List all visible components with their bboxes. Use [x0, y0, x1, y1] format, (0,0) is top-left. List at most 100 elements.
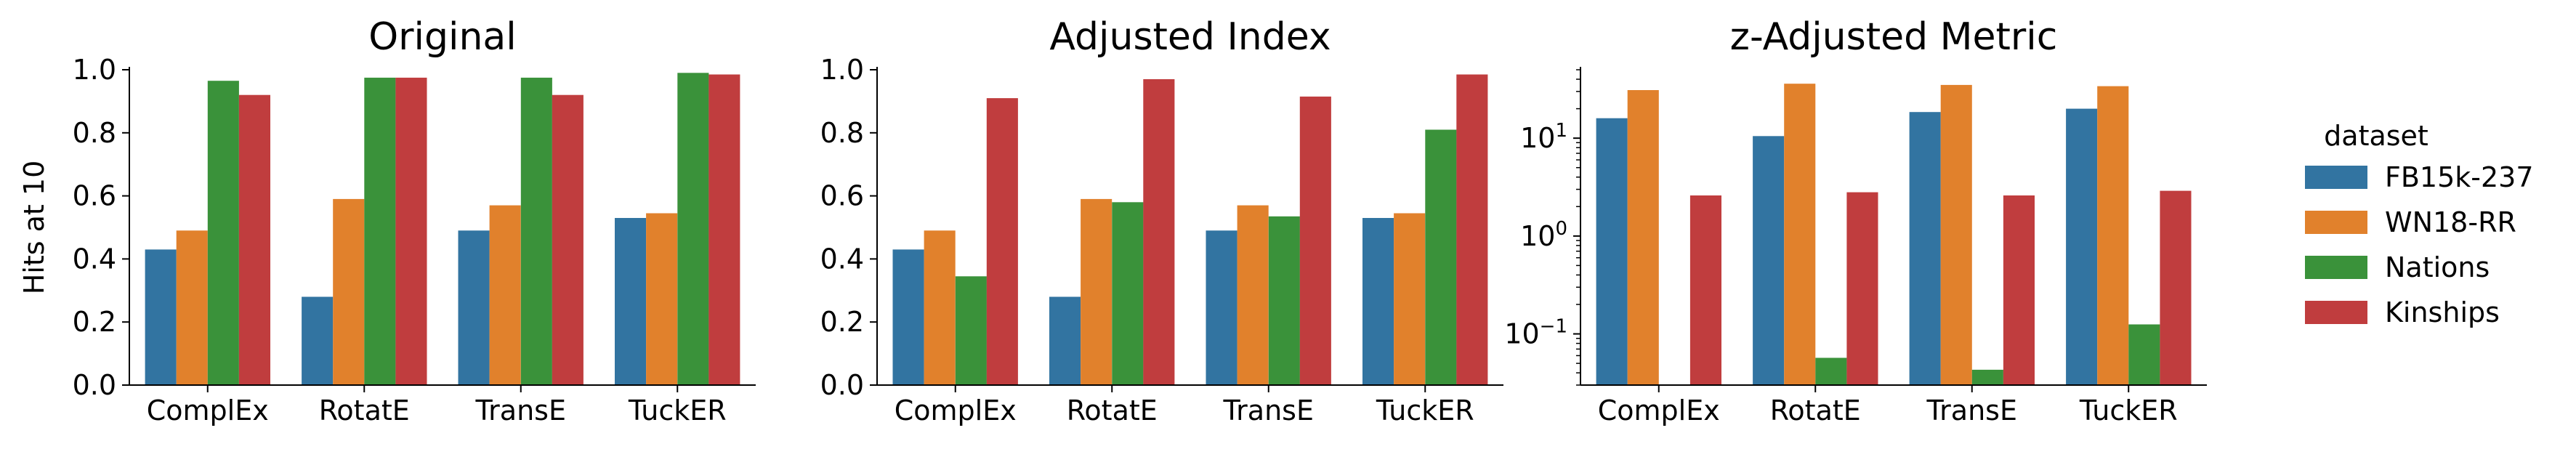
- bar-fb15k-237-rotate: [302, 296, 334, 385]
- bar-fb15k-237-complex: [1596, 118, 1628, 385]
- bar-nations-transe: [1971, 369, 2003, 385]
- y-axis: 0.0 0.2 0.4 0.6 0.8 1.0: [73, 54, 129, 401]
- bar-kinships-tucker: [708, 74, 740, 385]
- bar-wn18-rr-complex: [924, 230, 956, 385]
- y-tick-label: 0.4: [820, 243, 864, 275]
- x-tick-label-rotate: RotatE: [319, 395, 410, 426]
- y-tick-label: 10−1: [1504, 316, 1567, 350]
- bar-kinships-tucker: [2160, 190, 2192, 385]
- bar-wn18-rr-transe: [1237, 205, 1269, 385]
- y-tick-label: 0.2: [820, 306, 864, 338]
- bar-wn18-rr-transe: [1940, 84, 1972, 386]
- bar-fb15k-237-tucker: [615, 218, 647, 385]
- bar-fb15k-237-tucker: [1362, 218, 1394, 385]
- bar-fb15k-237-complex: [892, 249, 924, 385]
- bar-kinships-transe: [1299, 96, 1331, 385]
- y-tick-label: 100: [1520, 218, 1567, 252]
- y-tick-label: 101: [1520, 120, 1567, 154]
- legend-item-wn18-rr: WN18-RR: [2305, 206, 2516, 238]
- bar-nations-complex: [955, 276, 987, 385]
- bar-wn18-rr-complex: [1627, 90, 1659, 385]
- y-tick-label: 0.4: [73, 243, 116, 275]
- y-axis-label: Hits at 10: [18, 161, 50, 295]
- legend: dataset FB15k-237 WN18-RR Nations Kinships: [2305, 120, 2534, 328]
- y-tick-label: 0.8: [73, 117, 116, 149]
- bar-kinships-transe: [2003, 195, 2035, 385]
- y-tick-label: 0.2: [73, 306, 116, 338]
- chart-title: z-Adjusted Metric: [1730, 15, 2058, 59]
- legend-entries: FB15k-237 WN18-RR Nations Kinships: [2305, 161, 2534, 328]
- bar-kinships-tucker: [1456, 74, 1488, 385]
- bar-nations-rotate: [1815, 357, 1847, 385]
- bar-fb15k-237-rotate: [1049, 296, 1081, 385]
- bar-nations-transe: [1268, 216, 1300, 385]
- bar-wn18-rr-complex: [176, 230, 208, 385]
- legend-label: FB15k-237: [2385, 161, 2534, 193]
- x-tick-label-tucker: TuckER: [1376, 395, 1474, 426]
- bar-wn18-rr-tucker: [2097, 86, 2129, 385]
- panel-z-adjusted-metric: 10−1 100 101 ComplEx RotatE TransE TuckER z-Adj…: [1504, 15, 2207, 426]
- bar-fb15k-237-rotate: [1753, 136, 1785, 386]
- chart-title: Adjusted Index: [1049, 15, 1331, 59]
- y-tick-label: 0.6: [73, 180, 116, 212]
- bar-kinships-complex: [238, 94, 270, 385]
- y-tick-label: 1.0: [73, 54, 116, 86]
- bar-wn18-rr-tucker: [1394, 213, 1426, 385]
- y-tick-label: 0.0: [73, 369, 116, 401]
- y-tick-label: 1.0: [820, 54, 864, 86]
- legend-label: WN18-RR: [2385, 206, 2516, 238]
- x-axis: ComplEx RotatE TransE TuckER: [1598, 385, 2178, 426]
- panel-original: 0.0 0.2 0.4 0.6 0.8 1.0 ComplEx RotatE TransE Tuc…: [18, 15, 756, 426]
- x-axis: ComplEx RotatE TransE TuckER: [895, 385, 1474, 426]
- y-tick-label: 0.6: [820, 180, 864, 212]
- bars: [892, 74, 1488, 385]
- panel-adjusted-index: 0.0 0.2 0.4 0.6 0.8 1.0 ComplEx RotatE TransE Tuc…: [820, 15, 1503, 426]
- bar-nations-complex: [207, 81, 239, 385]
- bar-wn18-rr-tucker: [646, 213, 678, 385]
- x-tick-label-transe: TransE: [475, 395, 566, 426]
- x-tick-label-rotate: RotatE: [1067, 395, 1158, 426]
- x-tick-label-complex: ComplEx: [895, 395, 1017, 426]
- x-tick-label-complex: ComplEx: [147, 395, 269, 426]
- bar-nations-tucker: [2128, 324, 2160, 385]
- legend-swatch: [2305, 166, 2367, 189]
- y-tick-label: 0.8: [820, 117, 864, 149]
- legend-title: dataset: [2324, 120, 2428, 152]
- y-axis: 0.0 0.2 0.4 0.6 0.8 1.0: [820, 54, 877, 401]
- bar-nations-rotate: [364, 77, 396, 386]
- x-tick-label-tucker: TuckER: [628, 395, 727, 426]
- bar-nations-tucker: [1425, 129, 1457, 385]
- bar-wn18-rr-rotate: [1081, 198, 1113, 385]
- y-axis: 10−1 100 101: [1504, 69, 1580, 386]
- bar-fb15k-237-transe: [458, 230, 490, 385]
- x-tick-label-tucker: TuckER: [2079, 395, 2178, 426]
- bar-kinships-transe: [552, 94, 584, 385]
- bar-nations-transe: [520, 77, 552, 386]
- bar-fb15k-237-tucker: [2066, 108, 2098, 385]
- bar-kinships-rotate: [1846, 192, 1878, 385]
- bar-nations-rotate: [1112, 202, 1144, 385]
- legend-item-fb15k-237: FB15k-237: [2305, 161, 2534, 193]
- bar-kinships-rotate: [1143, 79, 1175, 385]
- bars: [145, 73, 740, 386]
- bar-kinships-complex: [986, 98, 1018, 385]
- legend-swatch: [2305, 211, 2367, 234]
- legend-label: Kinships: [2385, 296, 2500, 328]
- bar-kinships-rotate: [395, 77, 427, 386]
- legend-item-kinships: Kinships: [2305, 296, 2500, 328]
- bar-wn18-rr-rotate: [333, 198, 365, 385]
- legend-item-nations: Nations: [2305, 251, 2490, 283]
- bar-nations-tucker: [677, 73, 709, 386]
- legend-swatch: [2305, 256, 2367, 279]
- legend-swatch: [2305, 301, 2367, 324]
- bar-wn18-rr-transe: [489, 205, 521, 385]
- x-tick-label-transe: TransE: [1926, 395, 2017, 426]
- bar-fb15k-237-transe: [1206, 230, 1237, 385]
- x-tick-label-rotate: RotatE: [1770, 395, 1861, 426]
- bar-fb15k-237-transe: [1909, 112, 1941, 385]
- x-tick-label-transe: TransE: [1223, 395, 1314, 426]
- bars: [1596, 84, 2192, 386]
- bar-fb15k-237-complex: [145, 249, 177, 385]
- legend-label: Nations: [2385, 251, 2490, 283]
